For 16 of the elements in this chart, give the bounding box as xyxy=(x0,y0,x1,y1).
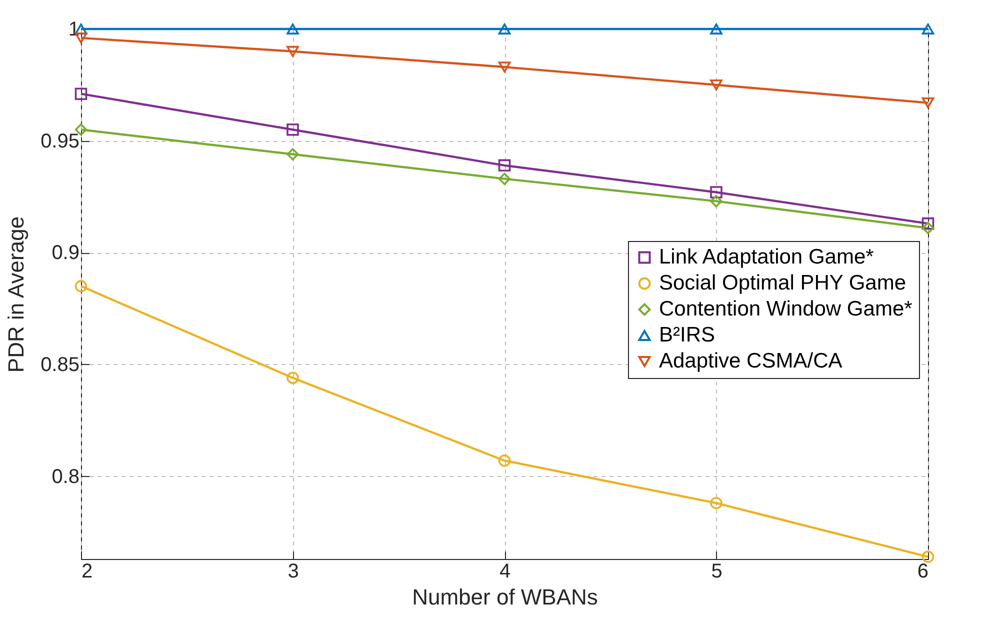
legend-label: Social Optimal PHY Game xyxy=(659,272,906,294)
x-tick-label: 6 xyxy=(917,560,928,582)
legend-label: Adaptive CSMA/CA xyxy=(659,350,842,372)
y-tick-label: 0.95 xyxy=(40,130,80,152)
y-tick-label: 0.8 xyxy=(52,466,80,488)
x-tick-label: 4 xyxy=(499,560,511,582)
x-axis-title: Number of WBANs xyxy=(412,584,598,610)
y-tick-label: 0.9 xyxy=(52,242,80,264)
x-tick-label: 5 xyxy=(711,560,722,582)
legend-label: Contention Window Game* xyxy=(659,298,912,320)
y-axis-title: PDR in Average xyxy=(4,216,29,373)
x-tick-label: 2 xyxy=(82,560,93,582)
legend-label: Link Adaptation Game* xyxy=(659,246,874,268)
legend-label: B²IRS xyxy=(659,324,716,346)
x-tick-label: 3 xyxy=(288,560,299,582)
y-tick-label: 0.85 xyxy=(40,354,80,376)
